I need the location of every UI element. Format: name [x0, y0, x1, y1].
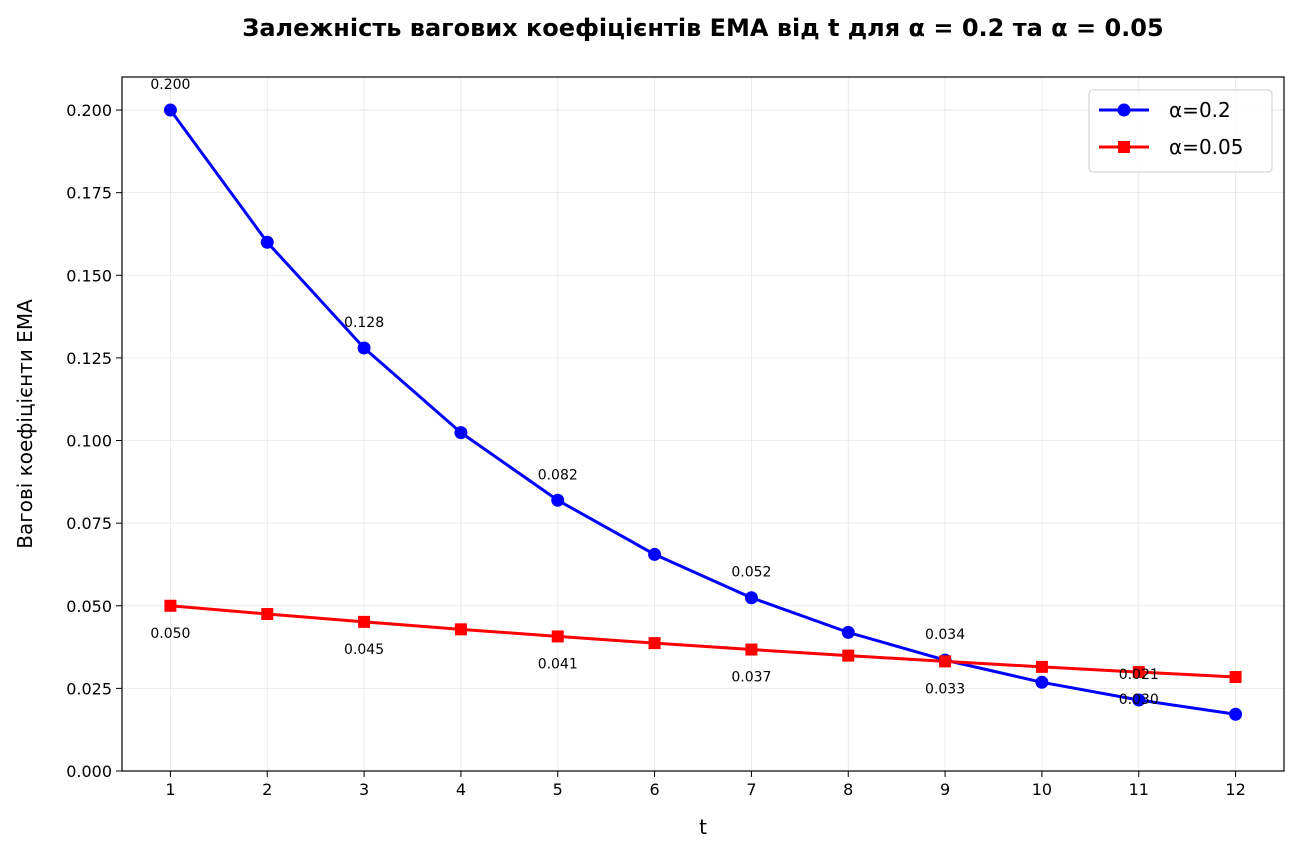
- data-label: 0.128: [344, 315, 384, 331]
- y-tick-label: 0.050: [66, 597, 112, 616]
- y-tick-label: 0.200: [66, 101, 112, 120]
- series-1-point: [358, 615, 371, 628]
- series-0-point: [163, 103, 177, 117]
- x-tick-label: 7: [746, 780, 756, 799]
- series-0-point: [454, 426, 468, 440]
- legend-marker-circle: [1117, 103, 1131, 117]
- data-label: 0.045: [344, 642, 384, 658]
- y-tick-label: 0.100: [66, 432, 112, 451]
- series-1-point: [648, 637, 661, 650]
- y-tick-label: 0.000: [66, 762, 112, 781]
- series-0-point: [1035, 675, 1049, 689]
- data-label: 0.052: [731, 565, 771, 581]
- series-line-1: [170, 604, 1236, 679]
- series-line-0: [169, 109, 1236, 716]
- legend: α=0.2 α=0.05: [1088, 89, 1273, 173]
- series-1-point: [842, 649, 855, 662]
- series-1-point: [1035, 660, 1048, 673]
- series-1-point: [454, 623, 467, 636]
- series-0-point: [1132, 693, 1146, 707]
- series-1-point: [261, 608, 274, 621]
- y-tick-label: 0.125: [66, 349, 112, 368]
- series-0-point: [260, 235, 274, 249]
- chart-title: Залежність вагових коефіцієнтів EMA від …: [242, 14, 1163, 42]
- grid-lines: [122, 77, 1284, 772]
- series-0-point: [1229, 707, 1243, 721]
- series-1-point: [1132, 666, 1145, 679]
- y-tick-label: 0.025: [66, 679, 112, 698]
- x-tick-label: 2: [262, 780, 272, 799]
- x-tick-label: 4: [456, 780, 466, 799]
- data-label: 0.082: [538, 467, 578, 483]
- legend-marker-square: [1118, 141, 1130, 153]
- x-tick-label: 10: [1032, 780, 1052, 799]
- data-label: 0.033: [925, 681, 965, 697]
- series-0-point: [648, 547, 662, 561]
- series-0-point: [551, 493, 565, 507]
- x-tick-label: 5: [553, 780, 563, 799]
- series-0-point: [841, 625, 855, 639]
- data-label: 0.041: [538, 656, 578, 672]
- x-tick-label: 3: [359, 780, 369, 799]
- y-tick-label: 0.150: [66, 266, 112, 285]
- data-label: 0.200: [150, 77, 190, 93]
- data-label: 0.030: [1119, 692, 1159, 708]
- y-tick-label: 0.075: [66, 514, 112, 533]
- x-tick-label: 1: [165, 780, 175, 799]
- legend-label: α=0.05: [1169, 135, 1243, 159]
- data-label: 0.050: [150, 626, 190, 642]
- series-1-point: [745, 643, 758, 656]
- x-tick-label: 9: [940, 780, 950, 799]
- series-0-point: [357, 341, 371, 355]
- data-label: 0.037: [731, 670, 771, 686]
- y-tick-label: 0.175: [66, 184, 112, 203]
- y-axis-label: Вагові коефіцієнти EMA: [13, 299, 37, 549]
- data-label: 0.034: [925, 627, 965, 643]
- data-label: 0.021: [1119, 667, 1159, 683]
- x-tick-label: 8: [843, 780, 853, 799]
- series-layer: [163, 103, 1243, 721]
- series-1-point: [1229, 671, 1242, 684]
- axis-ticks: 1 2 3 4 5 6 7 8 9 10 11 120.0000.0250.0500.0750.100…: [66, 101, 1246, 799]
- series-1-point: [164, 599, 177, 612]
- series-1-point: [551, 630, 564, 643]
- series-0-point: [744, 591, 758, 605]
- legend-label: α=0.2: [1169, 98, 1231, 122]
- x-tick-label: 11: [1129, 780, 1149, 799]
- data-labels-layer: 0.200 0.128 0.082 0.052 0.034 0.021 0.050 0.045…: [150, 77, 1158, 708]
- x-tick-label: 12: [1225, 780, 1245, 799]
- series-1-point: [939, 655, 952, 668]
- x-axis-label: t: [699, 815, 707, 839]
- x-tick-label: 6: [649, 780, 659, 799]
- plot-frame: [121, 76, 1285, 772]
